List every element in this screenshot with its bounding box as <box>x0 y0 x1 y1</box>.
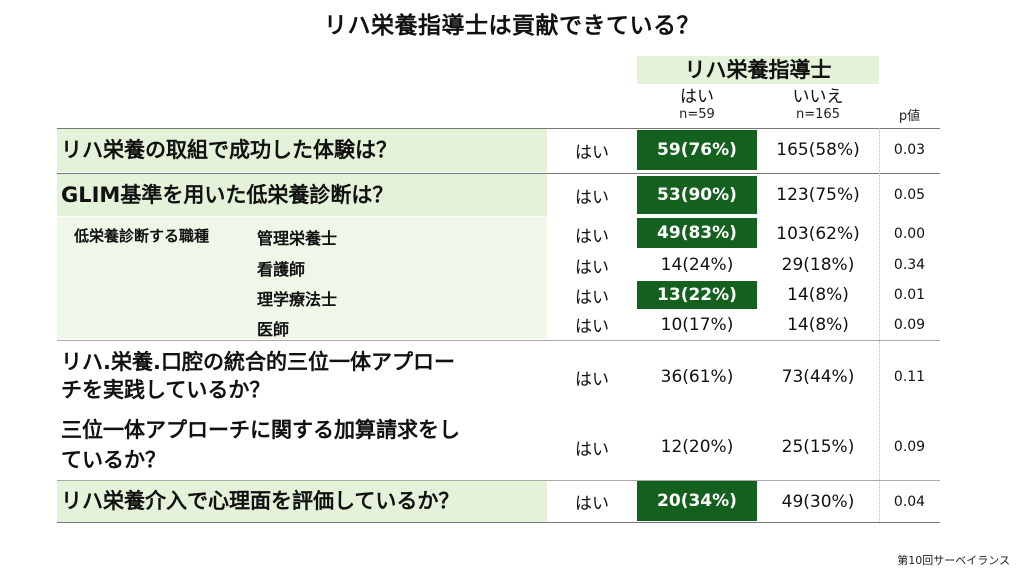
col-no-n: n=165 <box>796 107 840 122</box>
question-text-line2: ているか？ <box>61 448 166 472</box>
question-cell: リハ栄養介入で心理面を評価しているか？ <box>57 481 547 522</box>
question-text: リハ栄養介入で心理面を評価しているか？ <box>61 489 460 513</box>
group-header: リハ栄養指導士 <box>637 56 879 84</box>
profession-label: 看護師 <box>257 260 306 279</box>
no-value: 14(8%) <box>787 314 849 335</box>
col-yes-label: はい <box>680 87 714 107</box>
answer-cell: はい <box>575 142 609 163</box>
no-value: 123(75%) <box>776 185 860 205</box>
answer-cell: はい <box>575 287 609 308</box>
answer-cell: はい <box>575 257 609 278</box>
subgroup-block <box>57 217 547 339</box>
table-bottom-border <box>57 522 940 523</box>
footer-note: 第10回サーベイランス <box>897 554 1010 567</box>
row-divider <box>57 340 940 341</box>
question-cell: GLIM基準を用いた低栄養診断は？ <box>57 174 547 216</box>
yes-value: 12(20%) <box>660 437 734 457</box>
row-divider <box>57 128 940 129</box>
yes-value: 10(17%) <box>660 314 734 335</box>
page-title: リハ栄養指導士は貢献できている？ <box>324 13 700 39</box>
answer-cell: はい <box>575 494 609 514</box>
no-value: 165(58%) <box>776 140 860 160</box>
question-text-line1: 三位一体アプローチに関する加算請求をし <box>61 418 460 442</box>
p-value: 0.34 <box>893 257 926 273</box>
yes-value: 53(90%) <box>637 176 757 214</box>
question-text-line1: リハ.栄養.口腔の統合的三位一体アプロー <box>61 350 455 374</box>
row-divider <box>57 480 940 481</box>
col-yes-n: n=59 <box>679 107 715 122</box>
p-value: 0.03 <box>893 142 926 158</box>
p-value: 0.04 <box>893 493 926 510</box>
answer-cell: はい <box>575 226 609 247</box>
row-divider <box>57 173 940 174</box>
profession-label: 理学療法士 <box>257 290 338 309</box>
p-value: 0.09 <box>893 316 926 333</box>
p-value: 0.09 <box>893 439 926 455</box>
question-cell: 三位一体アプローチに関する加算請求をし ているか？ <box>57 413 547 481</box>
no-value: 73(44%) <box>781 367 855 387</box>
profession-label: 医師 <box>257 320 290 339</box>
subgroup-label: 低栄養診断する職種 <box>74 227 210 245</box>
col-no-label: いいえ <box>792 87 844 107</box>
question-text-line2: チを実践しているか？ <box>61 378 271 402</box>
answer-cell: はい <box>575 317 609 337</box>
yes-value: 20(34%) <box>637 481 757 521</box>
question-text: リハ栄養の取組で成功した体験は？ <box>61 138 397 162</box>
question-cell: リハ栄養の取組で成功した体験は？ <box>57 128 547 172</box>
answer-cell: はい <box>575 187 609 208</box>
answer-cell: はい <box>575 439 609 460</box>
yes-value: 36(61%) <box>660 367 734 387</box>
yes-value: 14(24%) <box>660 255 734 275</box>
no-value: 14(8%) <box>787 285 849 305</box>
no-value: 25(15%) <box>781 437 855 457</box>
p-value: 0.01 <box>893 287 926 303</box>
yes-value: 59(76%) <box>637 130 757 170</box>
question-cell: リハ.栄養.口腔の統合的三位一体アプロー チを実践しているか？ <box>57 341 547 413</box>
no-value: 49(30%) <box>781 491 855 512</box>
question-text: GLIM基準を用いた低栄養診断は？ <box>61 183 394 207</box>
profession-label: 管理栄養士 <box>257 229 338 248</box>
p-value: 0.05 <box>893 187 926 203</box>
p-value: 0.00 <box>893 226 926 242</box>
yes-value: 49(83%) <box>637 218 757 248</box>
yes-value: 13(22%) <box>637 281 757 309</box>
no-value: 103(62%) <box>776 224 860 244</box>
answer-cell: はい <box>575 369 609 390</box>
column-divider <box>879 128 880 522</box>
p-value: 0.11 <box>893 369 926 385</box>
no-value: 29(18%) <box>781 255 855 275</box>
col-p-label: p値 <box>898 109 921 124</box>
